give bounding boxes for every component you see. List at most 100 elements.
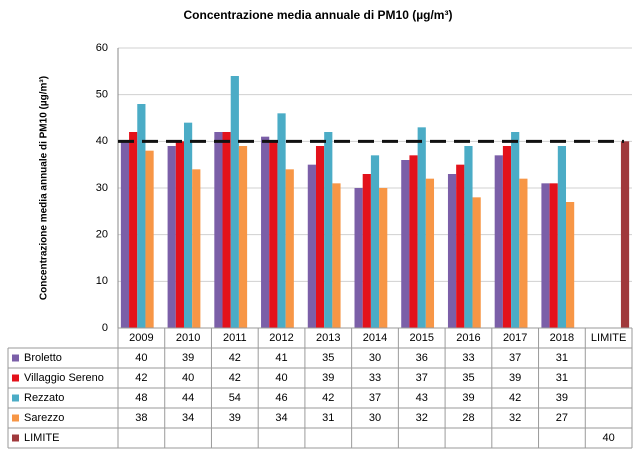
table-value: 30 <box>369 352 381 364</box>
bar <box>175 141 184 328</box>
table-value: 33 <box>462 352 474 364</box>
table-value: 54 <box>229 392 241 404</box>
table-value: 46 <box>275 392 287 404</box>
bar <box>620 141 630 328</box>
x-tick-label: 2013 <box>316 332 340 344</box>
y-tick-label: 30 <box>96 182 108 194</box>
bar <box>332 183 341 328</box>
legend-swatch <box>12 394 19 402</box>
table-value: 42 <box>135 372 147 384</box>
bar <box>511 132 520 328</box>
table-value: 42 <box>229 352 241 364</box>
table-value: 37 <box>416 372 428 384</box>
legend-label: Broletto <box>24 352 62 364</box>
table-value: 34 <box>182 412 194 424</box>
bar <box>519 178 528 328</box>
y-tick-label: 20 <box>96 229 108 241</box>
table-value: 39 <box>182 352 194 364</box>
table-value: 31 <box>322 412 334 424</box>
x-tick-label: 2017 <box>503 332 527 344</box>
chart-title: Concentrazione media annuale di PM10 (µg… <box>184 8 453 22</box>
bar <box>541 183 550 328</box>
table-value: 33 <box>369 372 381 384</box>
table-value: 28 <box>462 412 474 424</box>
bar <box>379 188 388 328</box>
bar <box>557 146 567 328</box>
table-value: 40 <box>135 352 147 364</box>
y-tick-label: 0 <box>102 322 108 334</box>
table-value: 27 <box>556 412 568 424</box>
bar <box>222 132 231 328</box>
legend-swatch <box>12 414 19 422</box>
y-axis-label: Concentrazione media annuale di PM10 (µg… <box>39 76 50 300</box>
table-value: 39 <box>509 372 521 384</box>
bar <box>549 183 558 328</box>
table-value: 38 <box>135 412 147 424</box>
y-tick-label: 10 <box>96 275 108 287</box>
table-value: 31 <box>556 352 568 364</box>
bar <box>370 155 380 328</box>
legend-label: Villaggio Sereno <box>24 372 104 384</box>
table-value: 40 <box>603 432 615 444</box>
table-value: 31 <box>556 372 568 384</box>
bar <box>494 155 503 328</box>
table-value: 30 <box>369 412 381 424</box>
table-value: 43 <box>416 392 428 404</box>
y-tick-label: 60 <box>96 42 108 54</box>
bar <box>464 146 473 328</box>
bar <box>277 113 286 328</box>
x-tick-label: 2011 <box>223 332 247 344</box>
bar <box>183 122 193 329</box>
bar <box>269 141 278 328</box>
bar <box>238 146 248 328</box>
table-value: 39 <box>229 412 241 424</box>
table-value: 42 <box>322 392 334 404</box>
table-value: 42 <box>229 372 241 384</box>
bar <box>472 197 481 328</box>
table-value: 48 <box>135 392 147 404</box>
bar <box>566 202 575 328</box>
bar <box>409 155 418 328</box>
bar <box>502 146 512 328</box>
x-tick-label: 2009 <box>129 332 153 344</box>
table-value: 44 <box>182 392 194 404</box>
table-value: 40 <box>275 372 287 384</box>
legend-label: LIMITE <box>24 432 59 444</box>
table-value: 36 <box>416 352 428 364</box>
table-value: 34 <box>275 412 287 424</box>
bar <box>230 76 239 328</box>
table-value: 40 <box>182 372 194 384</box>
y-tick-label: 50 <box>96 89 108 101</box>
legend-swatch <box>12 374 19 382</box>
bar <box>214 132 223 328</box>
legend-label: Rezzato <box>24 392 64 404</box>
x-tick-label: LIMITE <box>591 332 626 344</box>
table-value: 35 <box>322 352 334 364</box>
legend-label: Sarezzo <box>24 412 64 424</box>
table-value: 32 <box>416 412 428 424</box>
table-value: 39 <box>462 392 474 404</box>
bar <box>447 174 457 328</box>
bar <box>417 127 426 328</box>
x-tick-label: 2015 <box>409 332 433 344</box>
table-value: 41 <box>275 352 287 364</box>
table-value: 39 <box>322 372 334 384</box>
legend-swatch <box>12 354 19 362</box>
bar <box>354 188 363 328</box>
bar <box>285 169 294 328</box>
bar <box>192 169 201 328</box>
x-tick-label: 2016 <box>456 332 480 344</box>
bar <box>261 136 270 328</box>
bar <box>129 132 138 328</box>
table-value: 37 <box>369 392 381 404</box>
table-value: 39 <box>556 392 568 404</box>
bar <box>456 164 465 328</box>
table-value: 37 <box>509 352 521 364</box>
x-tick-label: 2012 <box>269 332 293 344</box>
table-value: 32 <box>509 412 521 424</box>
bar <box>425 178 435 328</box>
bar <box>401 160 410 328</box>
x-tick-label: 2010 <box>176 332 200 344</box>
